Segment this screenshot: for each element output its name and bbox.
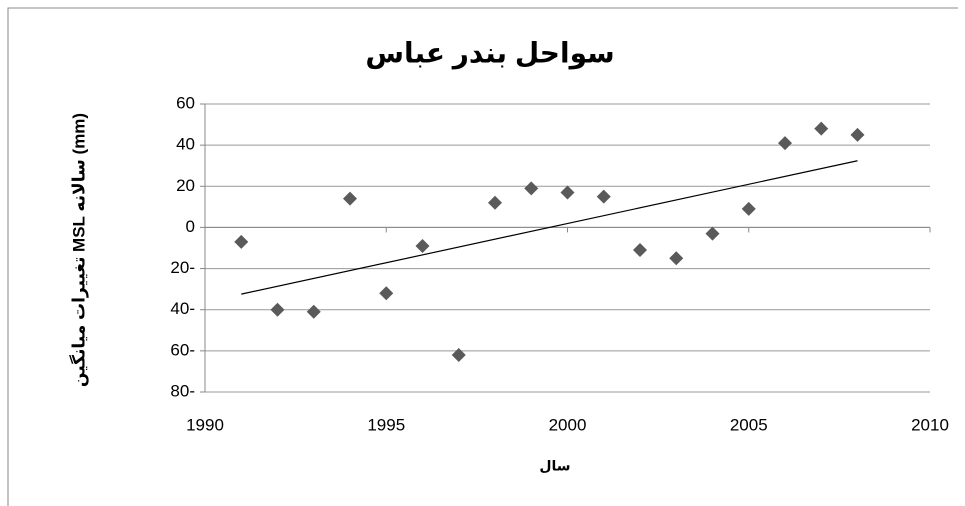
data-point — [596, 189, 611, 204]
x-tick-label: 2005 — [730, 415, 768, 434]
data-point — [306, 304, 321, 319]
data-point — [270, 302, 285, 317]
data-point — [669, 251, 684, 266]
data-point — [415, 238, 430, 253]
x-tick-label: 2000 — [549, 415, 587, 434]
data-point — [560, 185, 575, 200]
y-tick-label: 20 — [176, 176, 195, 195]
y-axis-label: تغییرات میانگین MSL سالانه (mm) — [68, 113, 89, 387]
data-point — [778, 136, 792, 151]
y-tick-label: 0 — [186, 217, 195, 236]
x-axis-label: سال — [539, 458, 570, 474]
y-tick-label: 60- — [170, 340, 195, 359]
data-point — [379, 286, 394, 301]
trend-line — [241, 160, 858, 295]
data-point — [488, 195, 502, 210]
data-point — [633, 243, 647, 258]
data-point — [524, 181, 539, 196]
x-tick-label: 2010 — [911, 415, 949, 434]
data-point — [705, 226, 720, 241]
data-point — [741, 201, 756, 216]
data-point — [343, 191, 357, 206]
data-point — [850, 127, 865, 142]
x-tick-label: 1995 — [367, 415, 405, 434]
x-tick-label: 1990 — [186, 415, 224, 434]
chart-border — [7, 7, 958, 506]
data-point — [451, 347, 466, 362]
y-tick-label: 40 — [176, 135, 195, 154]
y-tick-label: 20- — [170, 258, 195, 277]
data-point — [234, 234, 249, 249]
data-point — [814, 121, 829, 136]
chart-title: سواحل بندر عباس — [365, 37, 614, 69]
y-tick-label: 80- — [170, 381, 195, 400]
y-tick-label: 40- — [170, 299, 195, 318]
y-tick-label: 60 — [176, 93, 195, 112]
